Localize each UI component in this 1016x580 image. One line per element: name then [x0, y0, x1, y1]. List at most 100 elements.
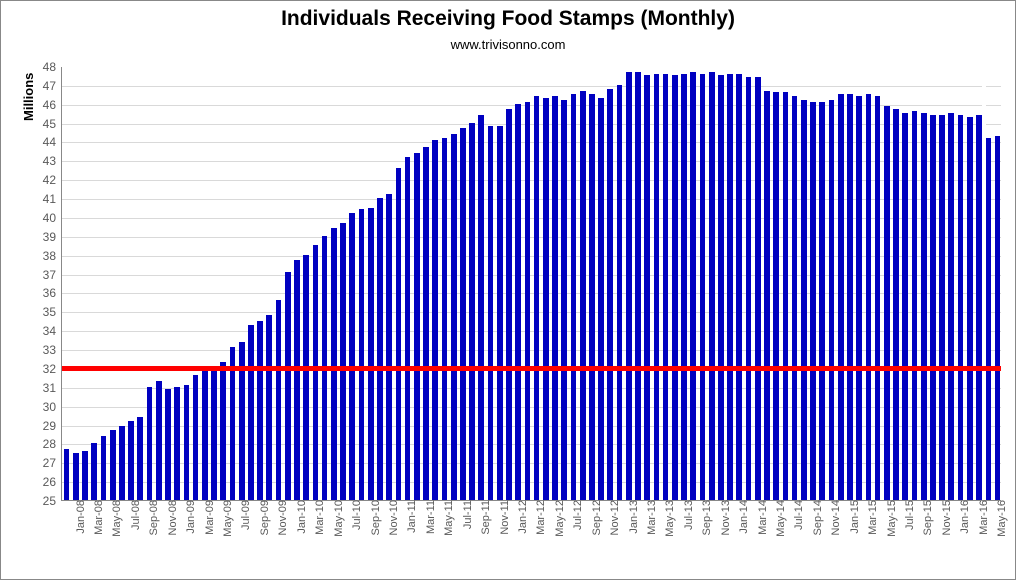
bar	[681, 74, 687, 500]
x-tick-label: Nov-09	[273, 500, 289, 535]
y-tick-label: 48	[43, 60, 62, 74]
bar	[893, 109, 899, 500]
bar	[617, 85, 623, 500]
y-tick-label: 43	[43, 154, 62, 168]
chart-title: Individuals Receiving Food Stamps (Month…	[1, 7, 1015, 31]
x-tick-label: Jan-11	[402, 500, 418, 533]
x-tick-label: Jan-15	[845, 500, 861, 534]
bar	[801, 100, 807, 500]
bar	[313, 245, 319, 500]
y-tick-label: 25	[43, 494, 62, 508]
bar	[838, 94, 844, 500]
bar	[478, 115, 484, 500]
bar	[368, 208, 374, 500]
bar	[73, 453, 79, 500]
bar	[626, 72, 632, 500]
bar	[110, 430, 116, 500]
bar	[552, 96, 558, 500]
y-tick-label: 33	[43, 343, 62, 357]
bar	[359, 209, 365, 500]
bar	[930, 115, 936, 500]
bar	[294, 260, 300, 500]
bar	[506, 109, 512, 500]
bar	[451, 134, 457, 500]
y-tick-label: 36	[43, 286, 62, 300]
bar	[534, 96, 540, 500]
bar	[248, 325, 254, 500]
x-tick-label: Jan-13	[624, 500, 640, 534]
x-tick-label: Sep-13	[697, 500, 713, 535]
bar	[257, 321, 263, 500]
bar	[460, 128, 466, 500]
bar	[635, 72, 641, 500]
bar	[746, 77, 752, 500]
bar	[663, 74, 669, 500]
bar	[405, 157, 411, 500]
x-tick-label: Jan-14	[734, 500, 750, 534]
x-tick-label: Sep-12	[587, 500, 603, 535]
y-tick-label: 32	[43, 362, 62, 376]
x-tick-label: May-10	[329, 500, 345, 537]
bar	[349, 213, 355, 500]
bar	[285, 272, 291, 500]
bar	[64, 449, 70, 500]
x-tick-label: Nov-14	[826, 500, 842, 535]
x-tick-label: May-09	[218, 500, 234, 537]
bar	[303, 255, 309, 500]
bar	[755, 77, 761, 500]
x-tick-label: Mar-09	[200, 500, 216, 535]
bar	[598, 98, 604, 500]
bar	[137, 417, 143, 500]
x-tick-label: Mar-14	[753, 500, 769, 535]
x-tick-label: May-08	[107, 500, 123, 537]
bar	[266, 315, 272, 500]
y-tick-label: 26	[43, 475, 62, 489]
bar	[239, 342, 245, 501]
bar	[91, 443, 97, 500]
bar	[672, 75, 678, 500]
x-tick-label: Mar-15	[863, 500, 879, 535]
bar	[884, 106, 890, 500]
x-tick-label: May-11	[439, 500, 455, 536]
y-tick-label: 40	[43, 211, 62, 225]
bar	[736, 74, 742, 500]
bar	[571, 94, 577, 500]
bar	[995, 136, 1001, 500]
bar	[958, 115, 964, 500]
x-tick-label: May-15	[882, 500, 898, 537]
y-tick-label: 29	[43, 419, 62, 433]
bar	[580, 91, 586, 500]
chart-subtitle: www.trivisonno.com	[1, 37, 1015, 52]
bar	[128, 421, 134, 500]
y-tick-label: 30	[43, 400, 62, 414]
x-tick-label: May-14	[771, 500, 787, 537]
y-tick-label: 45	[43, 117, 62, 131]
bar	[829, 100, 835, 500]
bar	[810, 102, 816, 500]
bar	[442, 138, 448, 500]
bar	[386, 194, 392, 500]
x-tick-label: Mar-12	[531, 500, 547, 535]
x-tick-label: Jan-09	[181, 500, 197, 534]
bar	[607, 89, 613, 500]
bar	[184, 385, 190, 500]
y-tick-label: 38	[43, 249, 62, 263]
bar	[469, 123, 475, 500]
bar	[690, 72, 696, 500]
bar	[396, 168, 402, 500]
bar	[589, 94, 595, 500]
x-tick-label: Nov-10	[384, 500, 400, 535]
x-tick-label: Sep-11	[476, 500, 492, 535]
bar	[948, 113, 954, 500]
bar	[819, 102, 825, 500]
x-tick-label: Mar-16	[974, 500, 990, 535]
bar	[340, 223, 346, 500]
bar	[902, 113, 908, 500]
y-tick-label: 42	[43, 173, 62, 187]
bar	[792, 96, 798, 500]
y-tick-label: 46	[43, 98, 62, 112]
bar	[700, 74, 706, 500]
x-tick-label: Jul-15	[900, 500, 916, 530]
bar	[875, 96, 881, 500]
y-tick-label: 27	[43, 456, 62, 470]
